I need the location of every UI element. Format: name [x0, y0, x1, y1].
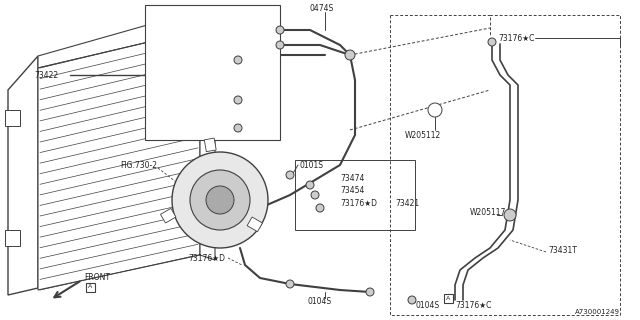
Bar: [247, 217, 262, 232]
Circle shape: [428, 103, 442, 117]
Bar: [295, 160, 415, 230]
Bar: [86, 283, 95, 292]
Text: 73454: 73454: [340, 186, 364, 195]
Text: 73176★D: 73176★D: [340, 198, 377, 207]
Circle shape: [234, 56, 242, 64]
Text: W205112: W205112: [405, 131, 441, 140]
Polygon shape: [8, 56, 38, 295]
Circle shape: [504, 209, 516, 221]
Circle shape: [306, 181, 314, 189]
Circle shape: [286, 280, 294, 288]
Text: FRONT: FRONT: [84, 274, 110, 283]
Text: 73176★C: 73176★C: [498, 34, 534, 43]
Text: 0104S: 0104S: [308, 298, 332, 307]
Bar: [444, 293, 452, 302]
Polygon shape: [200, 30, 215, 260]
Text: 73474: 73474: [340, 173, 364, 182]
Text: 73422: 73422: [34, 70, 58, 79]
Polygon shape: [38, 30, 200, 290]
Circle shape: [234, 96, 242, 104]
Text: FIG.732: FIG.732: [195, 207, 225, 217]
Bar: [145, 5, 280, 140]
Text: 73176★B: 73176★B: [148, 124, 184, 132]
Text: 0474S: 0474S: [310, 4, 334, 12]
Circle shape: [316, 204, 324, 212]
Bar: [5, 230, 20, 246]
Circle shape: [276, 41, 284, 49]
Polygon shape: [38, 20, 200, 68]
Text: A: A: [446, 295, 450, 300]
Circle shape: [488, 38, 496, 46]
Circle shape: [345, 50, 355, 60]
Circle shape: [311, 191, 319, 199]
Circle shape: [172, 152, 268, 248]
Text: 73421: 73421: [395, 198, 419, 207]
Text: 0118S: 0118S: [148, 55, 172, 65]
Text: W205117: W205117: [470, 207, 506, 217]
Circle shape: [234, 124, 242, 132]
Text: 73454: 73454: [148, 28, 172, 37]
Bar: [161, 208, 176, 223]
Text: 73431T: 73431T: [548, 245, 577, 254]
Text: 0101S: 0101S: [300, 161, 324, 170]
Text: A730001249: A730001249: [575, 309, 620, 315]
Circle shape: [366, 288, 374, 296]
Text: FIG.730-2: FIG.730-2: [120, 161, 157, 170]
Circle shape: [286, 171, 294, 179]
Bar: [5, 110, 20, 126]
Text: 73176★D: 73176★D: [188, 253, 225, 262]
Circle shape: [190, 170, 250, 230]
Text: 73176★A: 73176★A: [148, 9, 184, 18]
Text: A: A: [88, 284, 92, 290]
Circle shape: [276, 26, 284, 34]
Text: 0101S: 0101S: [148, 95, 172, 105]
Text: 73176★C: 73176★C: [455, 300, 492, 309]
Text: 0104S: 0104S: [415, 300, 439, 309]
Circle shape: [408, 296, 416, 304]
Circle shape: [206, 186, 234, 214]
Bar: [204, 138, 216, 152]
Text: 73474A: 73474A: [148, 19, 178, 28]
